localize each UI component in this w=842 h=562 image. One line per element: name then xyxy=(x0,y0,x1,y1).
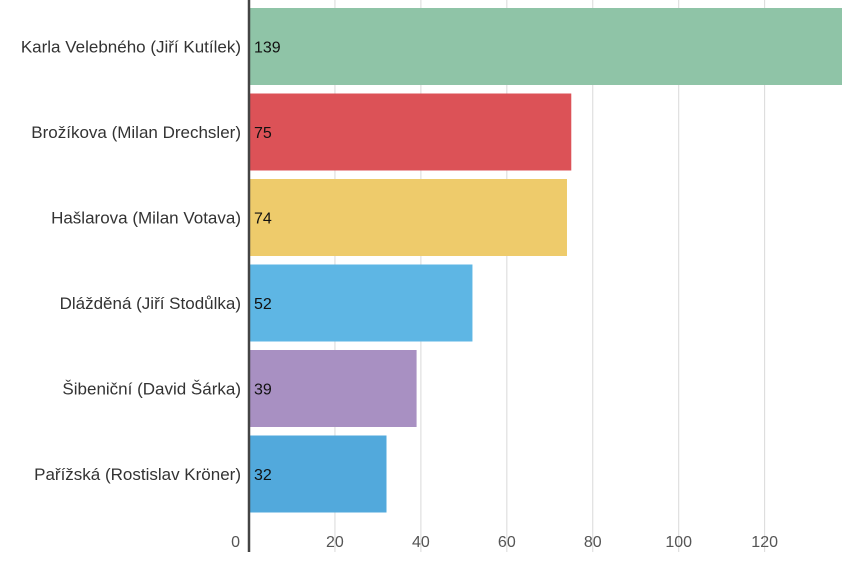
value-label: 39 xyxy=(254,382,272,399)
x-tick-label: 120 xyxy=(751,534,778,551)
bars xyxy=(249,8,842,513)
category-label: Hašlarova (Milan Votava) xyxy=(51,209,241,228)
x-tick-label: 60 xyxy=(498,534,516,551)
x-tick-label: 20 xyxy=(326,534,344,551)
value-label: 32 xyxy=(254,467,272,484)
category-label: Karla Velebného (Jiří Kutílek) xyxy=(21,38,241,57)
bar xyxy=(249,179,567,256)
bar xyxy=(249,435,387,513)
value-label: 52 xyxy=(254,296,272,313)
value-label: 74 xyxy=(254,211,272,228)
labels: 0 20 40 60 80 100 120 Karla Velebného (Jiří Kut… xyxy=(21,38,778,552)
value-label: 139 xyxy=(254,40,281,57)
category-label: Brožíkova (Milan Drechsler) xyxy=(31,123,241,142)
bar xyxy=(249,8,842,85)
x-tick-label: 100 xyxy=(665,534,692,551)
bar xyxy=(249,350,417,427)
x-tick-label: 0 xyxy=(231,534,240,551)
category-label: Pařížská (Rostislav Kröner) xyxy=(34,465,241,484)
value-label: 75 xyxy=(254,125,272,142)
bar xyxy=(249,93,572,171)
category-label: Šibeniční (David Šárka) xyxy=(62,380,241,399)
x-tick-label: 80 xyxy=(584,534,602,551)
category-label: Dlážděná (Jiří Stodůlka) xyxy=(60,294,241,313)
bar xyxy=(249,264,473,342)
x-tick-label: 40 xyxy=(412,534,430,551)
